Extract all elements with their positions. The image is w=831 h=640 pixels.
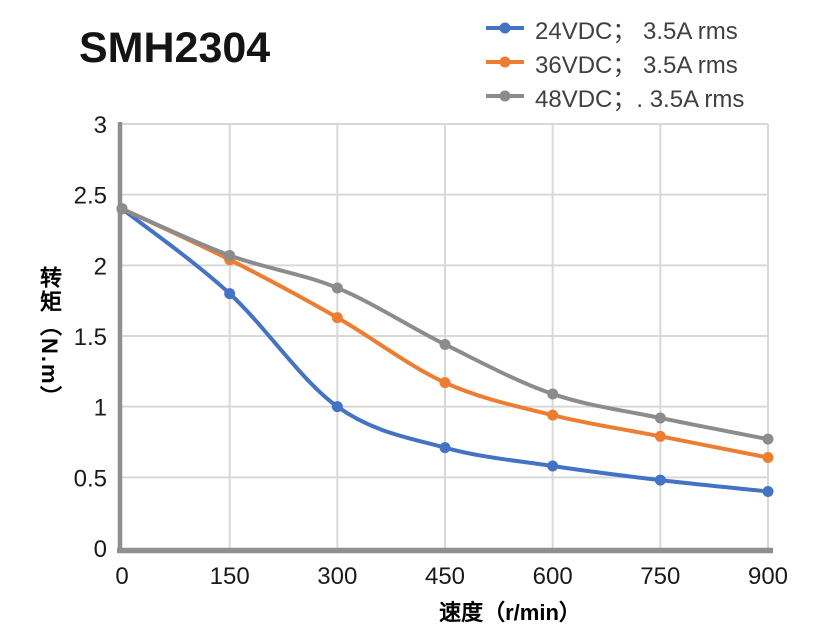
series-marker-0 [331,401,343,413]
series-marker-0 [224,288,236,300]
x-tick-label: 300 [317,563,357,590]
series-marker-2 [654,412,666,424]
series-marker-1 [547,409,559,421]
legend: 24VDC； 3.5A rms 36VDC； 3.5A rms 48VDC；. 3.… [486,11,744,113]
series-marker-1 [439,377,451,389]
y-tick-label: 2.5 [74,183,107,210]
y-tick-label: 0 [94,536,107,563]
legend-marker-icon [486,22,524,34]
x-tick-label: 450 [425,563,465,590]
y-axis-title: 转矩（N.m） [37,266,62,410]
legend-marker-icon [486,56,524,68]
series-marker-0 [439,442,451,454]
series-marker-2 [762,433,774,445]
x-axis-title: 速度（r/min） [439,600,581,625]
legend-item-2: 48VDC；. 3.5A rms [486,79,744,113]
x-tick-label: 600 [533,563,573,590]
y-tick-label: 0.5 [74,465,107,492]
legend-item-1: 36VDC； 3.5A rms [486,45,744,79]
legend-marker-icon [486,90,524,102]
y-tick-label: 2 [94,253,107,280]
chart-title: SMH2304 [79,24,271,72]
series-marker-2 [331,282,343,294]
series-marker-1 [654,430,666,442]
x-tick-label: 750 [640,563,680,590]
x-tick-label: 0 [115,563,128,590]
series-marker-1 [762,452,774,464]
series-marker-2 [116,203,128,215]
legend-label: 24VDC； 3.5A rms [535,17,738,45]
series-marker-0 [762,485,774,497]
x-tick-label: 150 [210,563,250,590]
series-marker-0 [547,460,559,472]
series-marker-2 [224,249,236,261]
series-marker-2 [547,388,559,400]
y-tick-label: 1 [94,395,107,422]
y-tick-label: 1.5 [74,324,107,351]
legend-item-0: 24VDC； 3.5A rms [486,11,744,45]
y-tick-label: 3 [94,112,107,139]
x-tick-label: 900 [748,563,788,590]
series-marker-0 [654,474,666,486]
legend-label: 36VDC； 3.5A rms [535,51,738,79]
series-marker-1 [331,312,343,324]
series-marker-2 [439,338,451,350]
legend-label: 48VDC；. 3.5A rms [535,85,745,113]
